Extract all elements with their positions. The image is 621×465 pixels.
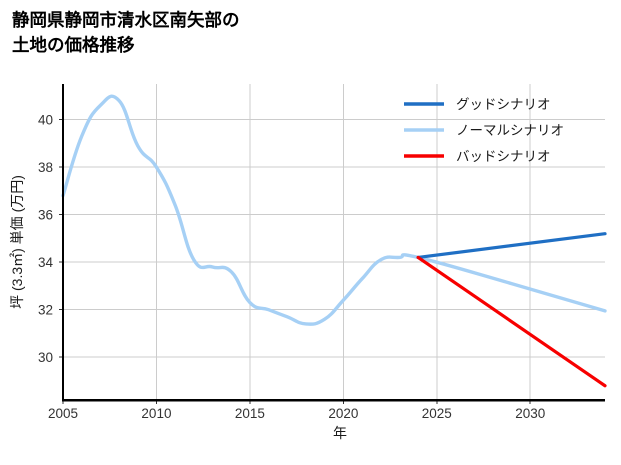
y-tick-label: 30 (38, 350, 53, 365)
series-line-good (416, 232, 607, 260)
chart-title-line-1: 静岡県静岡市清水区南矢部の (12, 10, 240, 30)
y-tick-label: 38 (38, 160, 53, 175)
x-tick-labels-group: 2005 2010 2015 2020 2025 2030 (48, 406, 545, 421)
x-tick-label: 2005 (48, 406, 78, 421)
legend-label: ノーマルシナリオ (456, 123, 564, 138)
gridlines-group (62, 84, 605, 400)
chart-title-line-2: 土地の価格推移 (12, 35, 135, 55)
x-tick-label: 2010 (141, 406, 171, 421)
axis-spines-group (62, 84, 605, 402)
legend-label: グッドシナリオ (456, 97, 551, 112)
series-lines-group (61, 94, 607, 388)
y-tick-label: 40 (38, 113, 53, 128)
x-tick-label: 2025 (422, 406, 452, 421)
x-tick-label: 2030 (515, 406, 545, 421)
x-axis-title: 年 (333, 425, 347, 441)
legend-label: バッドシナリオ (456, 149, 551, 164)
y-tick-labels-group: 30 32 34 36 38 40 (38, 113, 54, 366)
x-tick-label: 2015 (235, 406, 265, 421)
chart-title: 静岡県静岡市清水区南矢部の 土地の価格推移 (12, 8, 432, 58)
y-tick-label: 32 (38, 303, 53, 318)
y-axis-title: 坪 (3.3㎡) 単価 (万円) (9, 175, 25, 309)
x-tick-label: 2020 (328, 406, 358, 421)
series-line-normal (61, 94, 607, 326)
y-tick-label: 34 (38, 255, 54, 270)
y-tick-label: 36 (38, 208, 53, 223)
series-line-bad (416, 255, 607, 388)
